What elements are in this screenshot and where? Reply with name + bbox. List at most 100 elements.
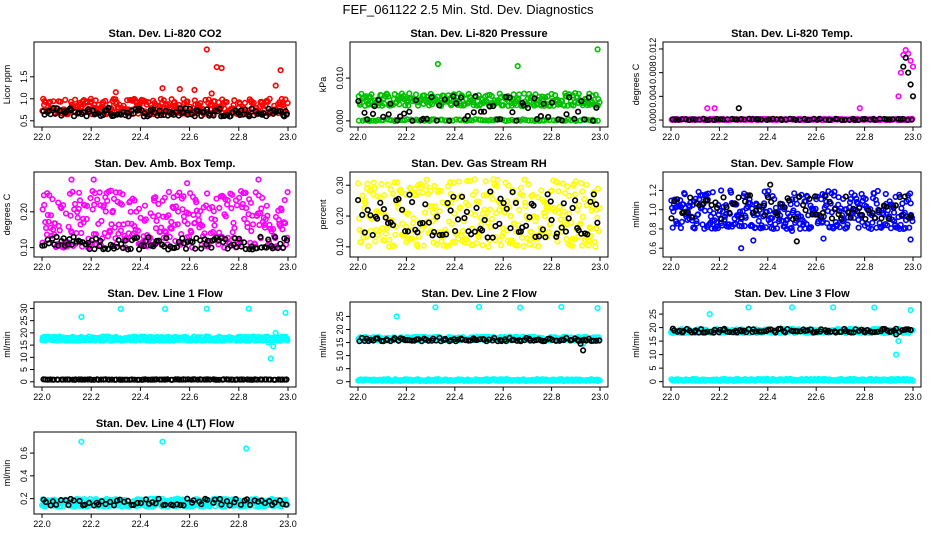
data-point xyxy=(221,244,228,251)
data-point xyxy=(355,180,362,187)
data-point xyxy=(693,217,700,224)
data-point xyxy=(531,95,538,102)
data-point xyxy=(875,207,883,214)
data-point xyxy=(91,201,98,208)
x-tick-label: 22.2 xyxy=(82,519,100,529)
data-point xyxy=(859,115,866,123)
data-point xyxy=(558,224,565,231)
data-point xyxy=(56,227,63,234)
data-point-outlier xyxy=(711,105,718,112)
x-tick-label: 22.2 xyxy=(711,392,729,402)
x-tick-label: 22.8 xyxy=(543,262,561,272)
data-point xyxy=(412,96,420,104)
data-point xyxy=(460,218,467,225)
plot-frame xyxy=(349,301,609,388)
data-point xyxy=(594,219,601,226)
data-point-outlier xyxy=(788,227,796,234)
plot-frame xyxy=(662,41,922,128)
data-point xyxy=(717,187,725,194)
data-point xyxy=(486,103,493,110)
data-point xyxy=(263,202,270,209)
data-point xyxy=(819,209,826,217)
plot-frame xyxy=(662,301,922,388)
data-point xyxy=(46,192,53,199)
data-point xyxy=(718,216,725,223)
data-point xyxy=(842,193,849,200)
data-point xyxy=(507,212,514,220)
data-point xyxy=(83,202,91,209)
data-point xyxy=(884,222,891,229)
data-point xyxy=(831,188,838,195)
data-point xyxy=(535,233,543,240)
data-point xyxy=(175,112,182,119)
data-point xyxy=(459,193,466,200)
data-point xyxy=(104,197,111,204)
data-point xyxy=(560,200,567,207)
data-point xyxy=(826,116,834,124)
data-point xyxy=(539,226,547,233)
data-point xyxy=(284,189,291,196)
data-point xyxy=(540,100,547,107)
x-tick-label: 22.8 xyxy=(856,262,874,272)
data-point-outlier xyxy=(213,63,220,71)
data-point xyxy=(562,228,570,235)
data-point xyxy=(187,190,194,197)
data-point xyxy=(145,234,152,241)
data-point xyxy=(669,224,676,231)
data-point xyxy=(370,179,377,186)
data-point xyxy=(790,207,797,214)
data-point xyxy=(502,93,510,101)
data-point xyxy=(92,97,99,104)
data-point-outlier xyxy=(272,329,279,337)
data-point xyxy=(281,197,288,204)
data-point xyxy=(500,230,507,237)
data-point-outlier xyxy=(243,445,250,452)
data-point xyxy=(575,202,582,209)
data-point xyxy=(59,202,67,209)
data-point xyxy=(427,187,434,194)
data-point xyxy=(502,117,510,124)
data-point xyxy=(80,219,87,226)
data-point xyxy=(831,206,838,213)
data-point xyxy=(572,178,580,185)
data-point xyxy=(886,213,893,220)
data-point xyxy=(68,241,75,248)
data-point xyxy=(450,179,457,186)
data-point xyxy=(172,238,179,245)
data-point xyxy=(862,215,869,223)
data-point xyxy=(377,209,385,216)
data-point xyxy=(522,116,529,123)
data-point xyxy=(882,190,889,198)
data-point-outlier xyxy=(176,85,183,93)
data-point xyxy=(230,101,237,109)
x-tick-label: 22.8 xyxy=(230,262,248,272)
data-point xyxy=(41,111,48,118)
data-point xyxy=(430,209,437,216)
data-point xyxy=(689,116,696,123)
data-point xyxy=(478,221,485,228)
data-point xyxy=(450,193,457,200)
x-tick-label: 23.0 xyxy=(904,132,922,142)
data-point xyxy=(714,225,722,232)
data-point xyxy=(691,225,698,232)
data-point xyxy=(100,202,107,209)
data-point xyxy=(873,200,880,207)
data-point xyxy=(409,117,416,124)
data-point xyxy=(473,240,480,247)
data-point xyxy=(753,202,760,209)
data-point xyxy=(777,200,784,207)
data-point xyxy=(101,245,109,252)
data-point-outlier xyxy=(820,235,827,242)
data-point xyxy=(494,176,501,183)
plot-frame xyxy=(662,171,922,258)
data-point-outlier xyxy=(907,236,914,243)
data-point xyxy=(907,213,915,220)
data-point xyxy=(272,234,279,241)
data-point xyxy=(723,210,730,217)
data-point-outlier xyxy=(907,307,914,314)
data-point xyxy=(258,205,265,212)
data-point xyxy=(186,105,193,113)
series-yellow-1 xyxy=(355,176,603,250)
x-tick-label: 22.2 xyxy=(711,262,729,272)
